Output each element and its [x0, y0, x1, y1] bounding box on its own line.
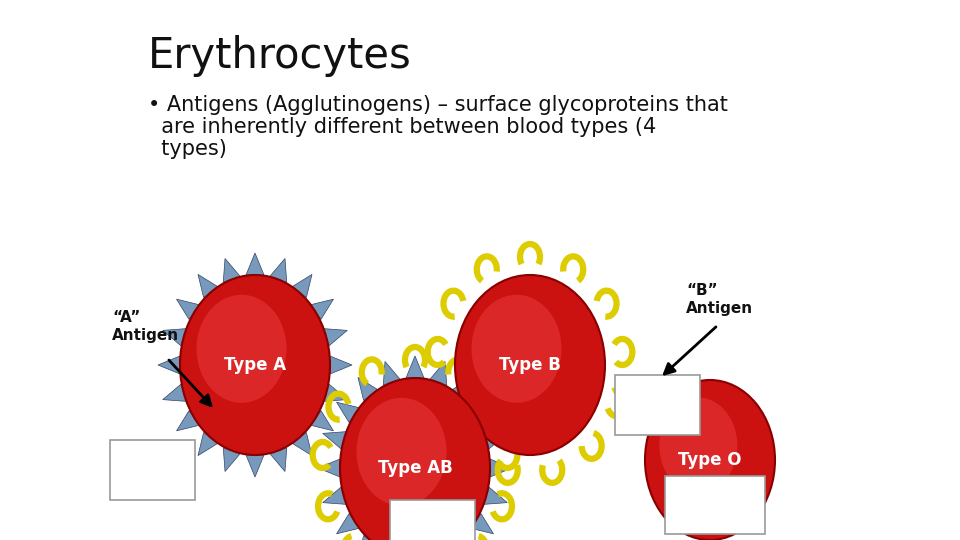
- Polygon shape: [163, 384, 186, 401]
- Ellipse shape: [197, 295, 286, 403]
- Polygon shape: [324, 384, 348, 401]
- Polygon shape: [323, 487, 347, 504]
- Polygon shape: [430, 361, 446, 385]
- Polygon shape: [224, 448, 240, 471]
- Ellipse shape: [356, 398, 446, 506]
- FancyBboxPatch shape: [615, 375, 700, 435]
- Ellipse shape: [645, 380, 775, 540]
- Text: Type AB: Type AB: [377, 459, 452, 477]
- Polygon shape: [158, 356, 180, 374]
- Polygon shape: [383, 361, 400, 385]
- Polygon shape: [310, 299, 333, 319]
- Polygon shape: [292, 274, 312, 298]
- Polygon shape: [484, 487, 507, 504]
- Polygon shape: [330, 356, 352, 374]
- Polygon shape: [310, 410, 333, 431]
- Text: types): types): [148, 139, 227, 159]
- Polygon shape: [318, 459, 340, 477]
- Polygon shape: [177, 299, 200, 319]
- Ellipse shape: [660, 397, 737, 494]
- Text: Antigen: Antigen: [686, 301, 754, 316]
- Text: “A”: “A”: [112, 310, 140, 325]
- Polygon shape: [358, 536, 378, 540]
- Polygon shape: [324, 329, 348, 346]
- Polygon shape: [406, 356, 424, 378]
- FancyBboxPatch shape: [110, 440, 195, 500]
- Polygon shape: [163, 329, 186, 346]
- Text: Erythrocytes: Erythrocytes: [148, 35, 412, 77]
- Polygon shape: [224, 259, 240, 282]
- Polygon shape: [246, 455, 264, 477]
- Text: Type A: Type A: [224, 356, 286, 374]
- Ellipse shape: [340, 378, 490, 540]
- Ellipse shape: [471, 295, 562, 403]
- Polygon shape: [292, 433, 312, 456]
- Polygon shape: [470, 514, 493, 534]
- Polygon shape: [270, 259, 287, 282]
- Text: Type O: Type O: [679, 451, 742, 469]
- FancyBboxPatch shape: [665, 476, 765, 534]
- Polygon shape: [323, 431, 347, 449]
- Text: Type B: Type B: [499, 356, 561, 374]
- Polygon shape: [484, 431, 507, 449]
- Text: “B”: “B”: [686, 283, 718, 298]
- Polygon shape: [452, 536, 472, 540]
- Polygon shape: [337, 514, 360, 534]
- Polygon shape: [177, 410, 200, 431]
- Text: Antigen: Antigen: [112, 328, 180, 343]
- Polygon shape: [358, 377, 378, 401]
- Text: • Antigens (Agglutinogens) – surface glycoproteins that: • Antigens (Agglutinogens) – surface gly…: [148, 95, 728, 115]
- Polygon shape: [246, 253, 264, 275]
- Ellipse shape: [455, 275, 605, 455]
- Polygon shape: [490, 459, 512, 477]
- Text: are inherently different between blood types (4: are inherently different between blood t…: [148, 117, 657, 137]
- Polygon shape: [337, 402, 360, 422]
- Polygon shape: [198, 433, 218, 456]
- Polygon shape: [198, 274, 218, 298]
- Polygon shape: [452, 377, 472, 401]
- Ellipse shape: [180, 275, 330, 455]
- FancyBboxPatch shape: [390, 500, 475, 540]
- Polygon shape: [270, 448, 287, 471]
- Polygon shape: [470, 402, 493, 422]
